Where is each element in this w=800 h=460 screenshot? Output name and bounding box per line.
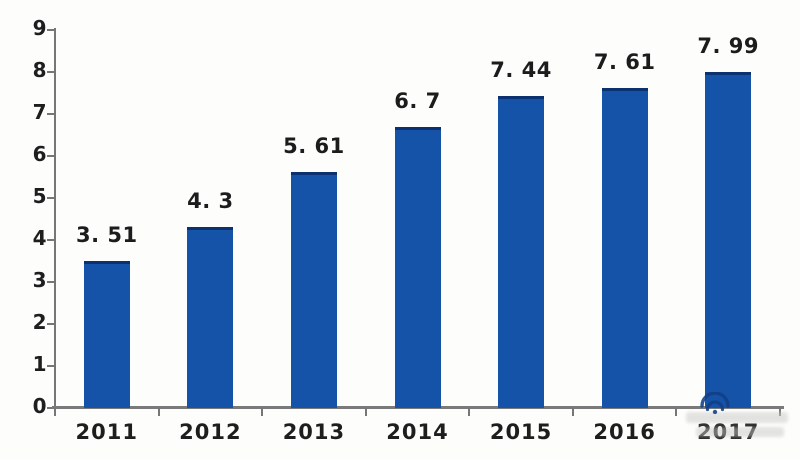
y-tick-label: 5	[32, 184, 47, 208]
y-tick-label: 0	[32, 394, 47, 418]
bar-value-label-2016: 7. 61	[593, 50, 656, 75]
x-axis-tick	[675, 408, 678, 416]
y-axis-tick	[47, 281, 56, 283]
bar-value-label-2015: 7. 44	[490, 57, 552, 82]
y-axis-line	[54, 28, 56, 409]
bar-value-label-2014: 6. 7	[394, 88, 441, 113]
bar-value-label-2011: 3. 51	[75, 222, 138, 247]
x-tick-label-2015: 2015	[489, 420, 553, 444]
x-tick-label-2014: 2014	[386, 420, 449, 444]
x-axis-tick	[157, 408, 160, 416]
bar-2015	[498, 95, 545, 408]
y-axis-tick	[47, 113, 56, 115]
y-tick-label: 9	[32, 16, 47, 40]
x-axis-tick	[261, 408, 264, 416]
y-axis-tick	[47, 365, 56, 367]
bar-2012	[187, 227, 234, 408]
y-tick-label: 8	[32, 58, 47, 82]
bar-2016	[601, 88, 648, 408]
y-tick-label: 3	[32, 268, 47, 292]
x-axis-tick	[54, 408, 56, 416]
bar-2017	[705, 72, 752, 408]
bar-2013	[290, 172, 337, 408]
y-tick-label: 2	[32, 310, 47, 334]
x-axis-tick	[571, 408, 574, 416]
y-tick-label: 4	[32, 226, 47, 250]
bar-value-label-2012: 4. 3	[187, 189, 234, 214]
bar-2014	[394, 126, 441, 408]
y-axis-tick	[47, 155, 56, 157]
y-axis-tick	[47, 29, 56, 31]
y-axis-tick	[47, 323, 56, 325]
x-tick-label-2016: 2016	[593, 420, 656, 444]
bar-value-label-2017: 7. 99	[697, 34, 760, 59]
x-tick-label-2011: 2011	[75, 420, 138, 444]
y-axis-tick	[47, 71, 56, 73]
x-axis-tick	[468, 408, 471, 416]
wifi-logo-icon	[700, 392, 730, 414]
y-tick-label: 6	[32, 142, 47, 166]
watermark-text-blur	[686, 412, 788, 423]
x-tick-label-2013: 2013	[282, 420, 346, 444]
x-tick-label-2012: 2012	[179, 420, 242, 444]
y-axis-tick	[47, 407, 56, 409]
y-axis-tick	[47, 239, 56, 241]
bar-value-label-2013: 5. 61	[283, 134, 345, 159]
y-tick-label: 1	[32, 352, 47, 376]
watermark-text-blur	[696, 427, 784, 437]
y-axis-tick	[47, 197, 56, 199]
bar-2011	[83, 260, 130, 408]
y-tick-label: 7	[32, 100, 47, 124]
x-axis-tick	[364, 408, 367, 416]
